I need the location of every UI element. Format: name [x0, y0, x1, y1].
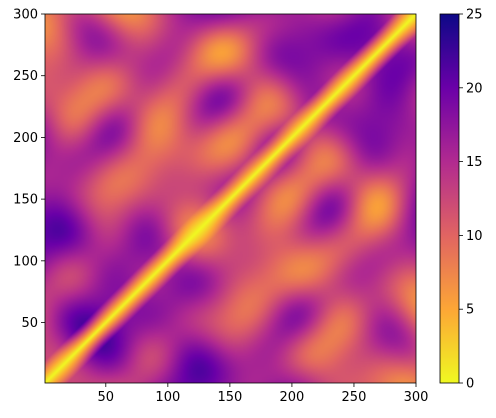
x-tick-label: 150 [217, 390, 242, 405]
colorbar-tick-label: 25 [466, 8, 483, 23]
colorbar-tick-label: 5 [466, 303, 474, 318]
y-tick-label: 200 [13, 131, 38, 146]
colorbar: 0 5 10 15 20 25 [439, 8, 483, 392]
heatmap-plot-area [44, 13, 417, 384]
colorbar-tick-label: 0 [466, 377, 474, 392]
colorbar-ticks: 0 5 10 15 20 25 [459, 8, 483, 392]
y-tick-label: 150 [13, 193, 38, 208]
colorbar-tick-label: 10 [466, 229, 483, 244]
plot-frame [44, 13, 417, 384]
y-tick-label: 300 [13, 8, 38, 23]
x-tick-label: 250 [342, 390, 367, 405]
colorbar-tick-label: 20 [466, 81, 483, 96]
y-tick-label: 250 [13, 69, 38, 84]
x-axis: 50 100 150 200 250 300 [98, 383, 429, 405]
x-tick-label: 300 [404, 390, 429, 405]
y-tick-label: 100 [13, 254, 38, 269]
x-tick-label: 50 [98, 390, 115, 405]
x-tick-label: 100 [155, 390, 180, 405]
x-tick-label: 200 [280, 390, 305, 405]
colorbar-tick-label: 15 [466, 155, 483, 170]
colorbar-fill [440, 14, 459, 383]
y-tick-label: 50 [21, 316, 38, 331]
heatmap-image [45, 14, 416, 383]
y-axis: 50 100 150 200 250 300 [13, 8, 45, 331]
colorbar-frame [439, 13, 460, 384]
